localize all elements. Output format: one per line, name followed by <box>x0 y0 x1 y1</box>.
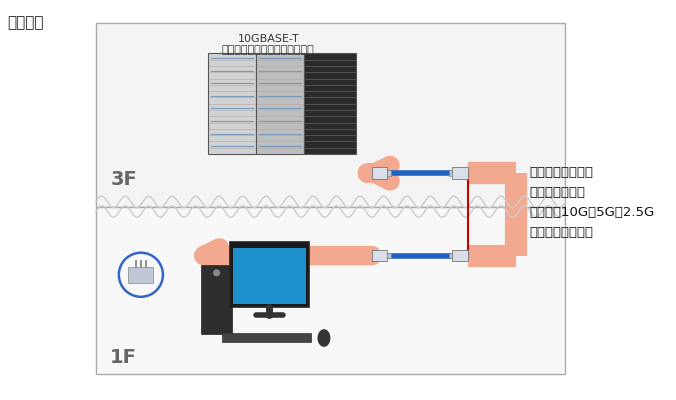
Text: マルチギガビット対応サーバー: マルチギガビット対応サーバー <box>222 45 315 55</box>
Text: 3F: 3F <box>110 170 137 190</box>
FancyBboxPatch shape <box>96 207 566 374</box>
FancyBboxPatch shape <box>372 250 387 261</box>
FancyBboxPatch shape <box>222 333 310 342</box>
Circle shape <box>214 270 220 276</box>
FancyBboxPatch shape <box>201 265 232 334</box>
FancyBboxPatch shape <box>230 242 309 307</box>
FancyBboxPatch shape <box>208 53 256 154</box>
FancyBboxPatch shape <box>304 53 356 154</box>
FancyBboxPatch shape <box>256 53 304 154</box>
FancyBboxPatch shape <box>449 170 452 176</box>
FancyBboxPatch shape <box>449 253 452 258</box>
Text: 機器間の通信経路
（チャネル）を
判別して10G／5G／2.5G
を自動切り替え！: 機器間の通信経路 （チャネル）を 判別して10G／5G／2.5G を自動切り替え… <box>529 166 654 239</box>
Text: 接続例）: 接続例） <box>7 15 44 30</box>
FancyBboxPatch shape <box>96 23 566 207</box>
FancyBboxPatch shape <box>372 168 387 179</box>
FancyBboxPatch shape <box>233 248 306 304</box>
FancyBboxPatch shape <box>128 267 153 283</box>
Text: 10GBASE-T: 10GBASE-T <box>237 34 299 44</box>
Ellipse shape <box>318 330 330 346</box>
FancyBboxPatch shape <box>452 250 468 261</box>
Text: 1F: 1F <box>110 348 137 367</box>
FancyBboxPatch shape <box>387 253 391 258</box>
FancyBboxPatch shape <box>387 170 391 176</box>
FancyBboxPatch shape <box>452 168 468 179</box>
